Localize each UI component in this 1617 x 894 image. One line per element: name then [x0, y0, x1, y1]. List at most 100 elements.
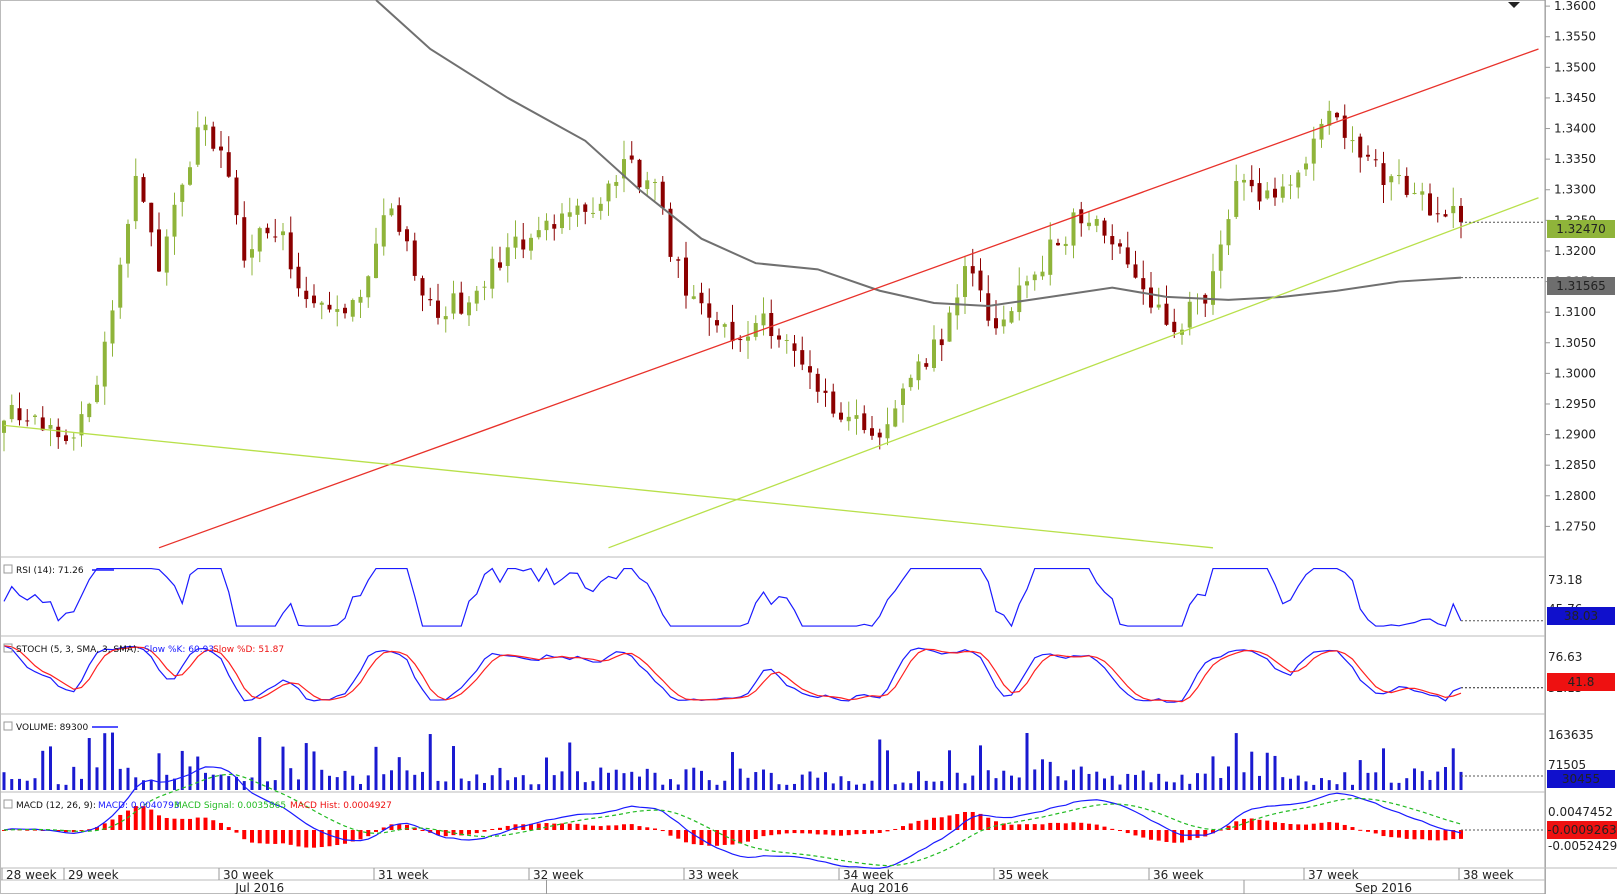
candle: [234, 170, 239, 225]
candle: [141, 173, 146, 203]
y-tick-label: 1.2800: [1554, 489, 1596, 503]
x-week-label: 33 week: [688, 868, 739, 882]
volume-bar: [785, 784, 789, 790]
volume-bar: [599, 767, 603, 790]
candle: [505, 233, 510, 283]
candle: [800, 336, 805, 371]
volume-bar: [235, 776, 238, 790]
candle: [48, 418, 53, 447]
candle: [420, 275, 425, 312]
macd-hist-bar: [738, 830, 743, 844]
candle: [614, 175, 619, 199]
candle: [1125, 231, 1130, 268]
chevron-down-icon[interactable]: [1508, 2, 1520, 8]
candle: [544, 213, 549, 241]
volume-bar: [126, 767, 130, 790]
macd-hist-bar: [412, 827, 417, 830]
volume-bar: [95, 767, 99, 790]
macd-hist-bar: [908, 823, 913, 830]
volume-bar: [397, 757, 401, 790]
macd-hist-bar: [637, 826, 642, 830]
candle: [591, 197, 595, 219]
candle: [1203, 293, 1208, 317]
volume-bar: [886, 750, 889, 790]
macd-panel[interactable]: [2, 766, 1545, 869]
macd-hist-bar: [645, 827, 650, 830]
macd-hist-bar: [660, 830, 665, 832]
volume-bar: [1180, 774, 1184, 790]
macd-hist-bar: [343, 830, 347, 844]
macd-hist-bar: [1265, 820, 1270, 830]
macd-hist-bar: [668, 830, 673, 836]
volume-bar: [1397, 782, 1401, 790]
macd-hist-bar: [436, 830, 440, 836]
macd-hist-bar: [1048, 822, 1053, 830]
candle: [1397, 159, 1401, 185]
volume-bar: [405, 770, 409, 790]
macd-signal-label: MACD Signal: 0.0035865: [174, 801, 286, 811]
volume-bar: [831, 783, 835, 790]
trendline[interactable]: [158, 48, 1539, 549]
rsi-panel[interactable]: [3, 567, 1545, 628]
macd-hist-bar: [405, 824, 409, 830]
candle: [823, 378, 828, 407]
macd-hist-bar: [691, 830, 696, 845]
macd-hist-bar: [699, 830, 704, 846]
candle: [846, 401, 851, 431]
trendline[interactable]: [3, 424, 1214, 549]
candle: [777, 328, 781, 348]
candle: [366, 275, 371, 308]
candle: [436, 283, 440, 325]
stoch-collapse-icon[interactable]: [3, 643, 13, 653]
candle: [893, 400, 898, 428]
macd-hist-bar: [79, 830, 84, 831]
candle: [1001, 305, 1006, 334]
rsi-collapse-icon[interactable]: [3, 564, 13, 574]
volume-bar: [1211, 756, 1215, 790]
macd-hist-bar: [358, 830, 363, 840]
macd-hist-bar: [792, 830, 797, 834]
candle: [691, 285, 696, 300]
macd-hist-bar: [87, 829, 92, 831]
volume-collapse-icon[interactable]: [3, 721, 13, 731]
volume-bar: [1227, 766, 1230, 790]
candle: [1242, 173, 1246, 201]
macd-hist-bar: [769, 830, 774, 836]
trendline[interactable]: [608, 197, 1539, 549]
candle: [1032, 271, 1037, 291]
macd-collapse-icon[interactable]: [3, 799, 13, 809]
candle: [126, 219, 130, 278]
macd-hist-bar: [102, 823, 107, 830]
price-panel[interactable]: [2, 0, 1545, 549]
candle: [792, 334, 797, 367]
macd-hist-bar: [71, 830, 76, 833]
stoch-panel[interactable]: [3, 645, 1545, 703]
macd-hist-bar: [746, 830, 750, 842]
volume-bar: [475, 774, 479, 790]
macd-hist-bar: [1195, 830, 1200, 838]
volume-bar: [684, 769, 688, 790]
volume-bar: [250, 777, 254, 790]
volume-bar: [483, 782, 486, 790]
candle: [273, 218, 278, 243]
volume-bar: [1250, 751, 1254, 790]
volume-panel[interactable]: [2, 732, 1546, 790]
volume-bar: [506, 780, 510, 790]
volume-bar: [917, 771, 920, 790]
macd-value-label: -0.0009263: [1547, 823, 1616, 837]
candle: [645, 171, 650, 197]
macd-hist-bar: [319, 830, 324, 848]
y-tick-label: 1.2900: [1554, 428, 1596, 442]
volume-bar: [1436, 771, 1440, 790]
candle: [1342, 104, 1347, 150]
last-price-label: 1.32470: [1556, 222, 1606, 236]
volume-bar: [428, 734, 432, 790]
volume-bar: [1110, 775, 1114, 790]
volume-bar: [1289, 778, 1292, 790]
macd-hist-bar: [1203, 830, 1208, 837]
volume-bar: [227, 776, 231, 790]
y-tick-label: 1.3550: [1554, 30, 1596, 44]
volume-bar: [1382, 748, 1385, 790]
volume-bar: [971, 775, 975, 790]
